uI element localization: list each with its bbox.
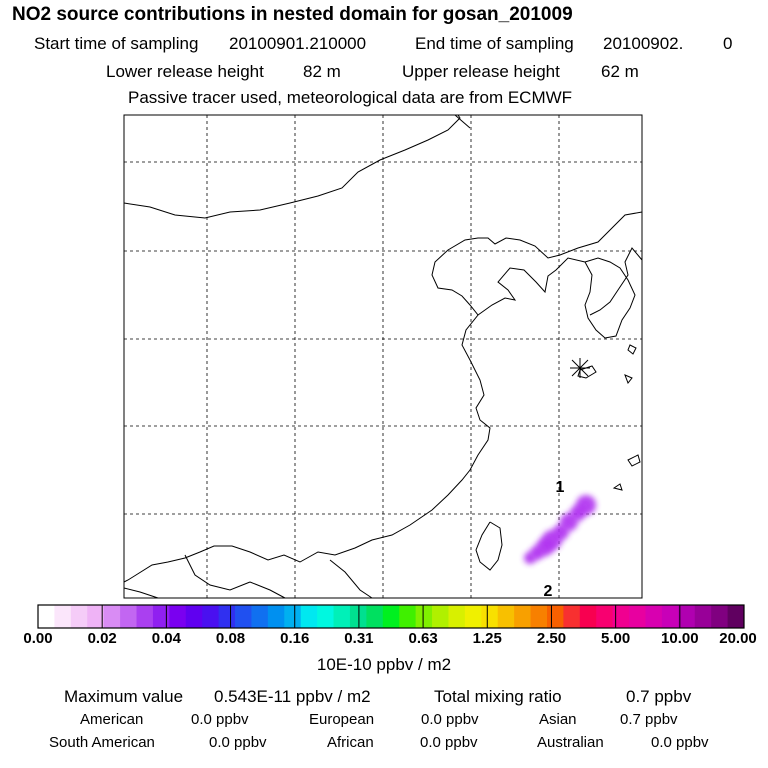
start-time-label: Start time of sampling [34, 34, 199, 53]
colorbar-segment [317, 605, 334, 628]
colorbar [37, 605, 745, 628]
colorbar-tick-label: 20.00 [719, 630, 757, 647]
total-mixing-value: 0.7 ppbv [626, 687, 692, 706]
colorbar-segment [218, 605, 236, 628]
colorbar-segment [497, 605, 515, 628]
colorbar-segment [87, 605, 105, 628]
region-value: 0.0 ppbv [420, 734, 478, 751]
colorbar-frame [37, 604, 745, 629]
colorbar-tick-label: 0.63 [408, 630, 438, 647]
colorbar-segment [514, 605, 531, 628]
colorbar-segment [54, 605, 72, 628]
colorbar-segment [481, 605, 499, 628]
total-mixing-label: Total mixing ratio [434, 687, 562, 706]
region-name: African [327, 734, 374, 751]
coastlines [123, 114, 643, 599]
colorbar-segment [349, 605, 367, 628]
lower-height-value: 82 m [303, 62, 341, 81]
region-name: European [309, 711, 375, 728]
end-time-label: End time of sampling [415, 34, 574, 53]
colorbar-segment [661, 605, 679, 628]
colorbar-tick-label: 0.04 [151, 630, 181, 647]
colorbar-tick-label: 0.08 [215, 630, 246, 647]
colorbar-tick-label: 0.00 [23, 630, 53, 647]
colorbar-segment [579, 605, 597, 628]
colorbar-segment [169, 605, 187, 628]
graticule [124, 115, 642, 598]
max-value: 0.543E-11 ppbv / m2 [214, 687, 371, 706]
colorbar-tick-label: 0.16 [280, 630, 310, 647]
colorbar-segment [464, 605, 482, 628]
colorbar-segment [727, 605, 745, 628]
colorbar-segment [399, 605, 417, 628]
region-value: 0.7 ppbv [620, 711, 678, 728]
plot-title: NO2 source contributions in nested domai… [12, 4, 573, 25]
plume-blob [524, 552, 536, 564]
colorbar-tick-label: 10.00 [661, 630, 699, 647]
colorbar-segment [530, 605, 548, 628]
region-name: South American [49, 734, 155, 751]
colorbar-segment [38, 605, 55, 628]
colorbar-segment [235, 605, 252, 628]
colorbar-segment [612, 605, 630, 628]
end-time-value: 20100902. [603, 34, 684, 53]
region-value: 0.0 ppbv [191, 711, 249, 728]
colorbar-segment [596, 605, 614, 628]
colorbar-segment [645, 605, 663, 628]
colorbar-segment [432, 605, 449, 628]
colorbar-segment [448, 605, 466, 628]
region-value: 0.0 ppbv [209, 734, 267, 751]
colorbar-tick-label: 0.02 [87, 630, 117, 647]
colorbar-tick-label: 0.31 [344, 630, 374, 647]
colorbar-tick-label: 5.00 [601, 630, 631, 647]
station-star [570, 358, 590, 378]
colorbar-segment [284, 605, 302, 628]
colorbar-segment [415, 605, 433, 628]
colorbar-segment [711, 605, 728, 628]
marker-label-2: 2 [544, 583, 553, 600]
colorbar-segment [333, 605, 351, 628]
region-name: American [80, 711, 144, 728]
region-name: Asian [539, 711, 577, 728]
colorbar-segment [136, 605, 154, 628]
colorbar-tick-label: 1.25 [472, 630, 502, 647]
colorbar-segment [678, 605, 696, 628]
colorbar-segment [120, 605, 137, 628]
colorbar-segment [694, 605, 712, 628]
colorbar-segment [300, 605, 318, 628]
plume [524, 495, 596, 564]
region-value: 0.0 ppbv [651, 734, 709, 751]
max-value-label: Maximum value [64, 687, 184, 706]
colorbar-segment [251, 605, 269, 628]
region-name: Australian [537, 734, 604, 751]
upper-height-value: 62 m [601, 62, 639, 81]
colorbar-segment [103, 605, 121, 628]
start-time-value: 20100901.210000 [229, 34, 367, 53]
colorbar-segment [563, 605, 581, 628]
colorbar-segment [382, 605, 400, 628]
colorbar-segment [267, 605, 285, 628]
colorbar-segment [366, 605, 384, 628]
colorbar-segment [546, 605, 564, 628]
end-time-trailing: 0 [723, 34, 733, 53]
colorbar-segment [152, 605, 170, 628]
marker-label-1: 1 [556, 479, 565, 496]
colorbar-segment [70, 605, 88, 628]
colorbar-segment [185, 605, 203, 628]
upper-height-label: Upper release height [402, 62, 560, 81]
colorbar-segment [629, 605, 646, 628]
lower-height-label: Lower release height [106, 62, 264, 81]
colorbar-tick-label: 2.50 [536, 630, 567, 647]
region-value: 0.0 ppbv [421, 711, 479, 728]
colorbar-segment [202, 605, 220, 628]
tracer-note: Passive tracer used, meteorological data… [128, 88, 573, 107]
colorbar-units: 10E-10 ppbv / m2 [316, 655, 452, 674]
